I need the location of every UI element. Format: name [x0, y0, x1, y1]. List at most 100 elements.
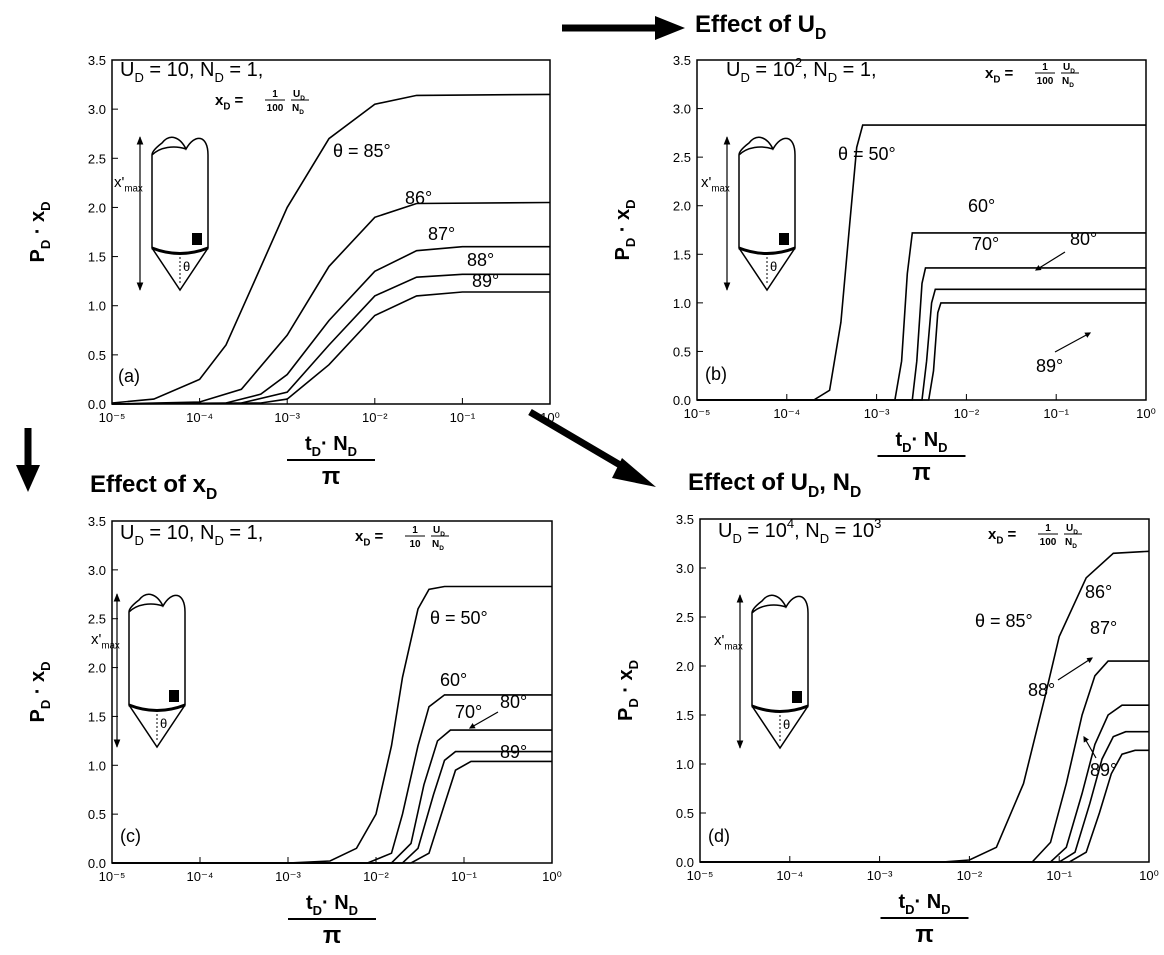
curve	[112, 729, 552, 864]
xd-fraction-num: 1	[1045, 523, 1051, 534]
y-tick-label: 0.5	[88, 348, 106, 363]
inset-angle-label: θ	[160, 716, 167, 731]
y-axis-label: PD · xD	[615, 660, 641, 721]
curve-label: θ = 50°	[838, 144, 896, 164]
y-tick-label: 1.5	[88, 709, 106, 724]
xd-ratio-den: ND	[432, 539, 444, 552]
curve-label: 86°	[405, 188, 432, 208]
x-tick-label: 10⁻⁵	[684, 406, 711, 421]
curve-label: 60°	[968, 196, 995, 216]
y-tick-label: 0.5	[676, 806, 694, 821]
y-tick-label: 0.0	[676, 855, 694, 870]
curve	[697, 267, 1146, 401]
x-tick-label: 10⁻⁴	[186, 410, 213, 425]
curve	[112, 750, 552, 864]
panel-letter: (b)	[705, 364, 727, 384]
y-tick-label: 0.5	[673, 344, 691, 359]
curve-label: 89°	[472, 271, 499, 291]
curve	[700, 660, 1149, 863]
x-tick-label: 10⁻³	[274, 410, 300, 425]
inset-cylinder	[751, 594, 809, 750]
panel-title: Effect of UD, ND	[688, 469, 861, 501]
y-tick-label: 1.0	[676, 757, 694, 772]
curve	[700, 550, 1150, 863]
panel: 0.0 0.5 1.0 1.5 2.0 2.5 3.0 3.5 10⁻⁵ 10⁻⁴ 10⁻³ 10⁻²…	[27, 471, 562, 949]
inset-length-label: x'max	[714, 632, 743, 653]
curve-label: 89°	[1036, 356, 1063, 376]
parameters: UD = 102, ND = 1,	[726, 55, 877, 85]
x-tick-label: 10⁻⁴	[776, 868, 803, 883]
curve	[111, 93, 551, 404]
curve-label: 87°	[428, 224, 455, 244]
x-tick-label: 10⁰	[1136, 406, 1156, 421]
x-tick-label: 10⁻⁵	[687, 868, 714, 883]
curve	[697, 232, 1146, 401]
y-tick-label: 2.5	[88, 612, 106, 627]
y-tick-label: 3.5	[88, 514, 106, 529]
label-arrow	[1057, 657, 1094, 681]
panel: 0.0 0.5 1.0 1.5 2.0 2.5 3.0 3.5 10⁻⁵ 10⁻⁴ 10⁻³ 10⁻²…	[27, 53, 560, 490]
curve-label: 88°	[1028, 680, 1055, 700]
y-tick-label: 0.0	[88, 856, 106, 871]
inset-length-label: x'max	[114, 174, 143, 195]
y-tick-label: 2.0	[88, 661, 106, 676]
inset-particle	[779, 233, 789, 245]
curve-label: θ = 50°	[430, 608, 488, 628]
y-tick-label: 3.5	[676, 512, 694, 527]
curve	[700, 730, 1149, 863]
x-axis-label: tD· ND	[305, 433, 357, 459]
y-tick-label: 2.5	[673, 150, 691, 165]
x-axis-label-denominator: π	[322, 463, 340, 490]
xd-ratio-den: ND	[1062, 76, 1074, 89]
inset-diagram: x'max θ	[701, 136, 796, 292]
y-tick-label: 3.0	[88, 102, 106, 117]
x-tick-label: 10⁻²	[362, 410, 388, 425]
x-tick-label: 10⁻³	[867, 868, 893, 883]
y-tick-label: 1.5	[88, 250, 106, 265]
y-tick-label: 1.5	[673, 247, 691, 262]
x-tick-label: 10⁻¹	[450, 410, 476, 425]
curve-label: 70°	[972, 234, 999, 254]
curve	[111, 201, 551, 405]
y-tick-label: 3.5	[88, 53, 106, 68]
label-arrow	[1054, 332, 1092, 353]
y-tick-label: 1.0	[673, 296, 691, 311]
x-axis-label-denominator: π	[912, 459, 930, 486]
curve	[112, 760, 552, 864]
curve	[111, 245, 550, 405]
panel-letter: (c)	[120, 826, 141, 846]
label-arrow	[1083, 735, 1097, 759]
y-tick-label: 3.0	[88, 563, 106, 578]
xd-label: xD =	[985, 65, 1014, 86]
inset-interface	[128, 703, 186, 712]
x-axis-label: tD· ND	[895, 429, 947, 455]
x-axis-label-denominator: π	[323, 922, 341, 949]
x-tick-label: 10⁻⁵	[99, 869, 126, 884]
inset-length-label: x'max	[91, 631, 120, 652]
panel-title: Effect of UD	[695, 11, 826, 43]
curve-label: 86°	[1085, 582, 1112, 602]
y-tick-label: 1.5	[676, 708, 694, 723]
y-tick-label: 2.0	[88, 200, 106, 215]
curve-label: 70°	[455, 702, 482, 722]
curve-label: 80°	[1070, 229, 1097, 249]
xd-fraction-den: 10	[409, 539, 421, 550]
inset-angle-label: θ	[783, 717, 790, 732]
inset-interface	[738, 246, 796, 255]
arrow-diagonal-head	[612, 458, 656, 487]
curve-label: 89°	[500, 742, 527, 762]
panel: 0.0 0.5 1.0 1.5 2.0 2.5 3.0 3.5 10⁻⁵ 10⁻⁴ 10⁻³ 10⁻²…	[612, 11, 1156, 486]
curve	[700, 749, 1149, 863]
x-tick-label: 10⁻³	[275, 869, 301, 884]
x-tick-label: 10⁻⁴	[773, 406, 800, 421]
xd-fraction-num: 1	[1042, 62, 1048, 73]
curve-label: 80°	[500, 692, 527, 712]
arrow-diagonal	[528, 408, 634, 476]
inset-diagram: x'max θ	[114, 136, 209, 292]
y-tick-label: 3.5	[673, 53, 691, 68]
x-tick-label: 10⁻⁴	[187, 869, 214, 884]
x-tick-label: 10⁻¹	[1043, 406, 1069, 421]
curve	[111, 291, 550, 405]
y-tick-label: 2.0	[673, 199, 691, 214]
inset-diagram: x'max θ	[714, 594, 809, 750]
